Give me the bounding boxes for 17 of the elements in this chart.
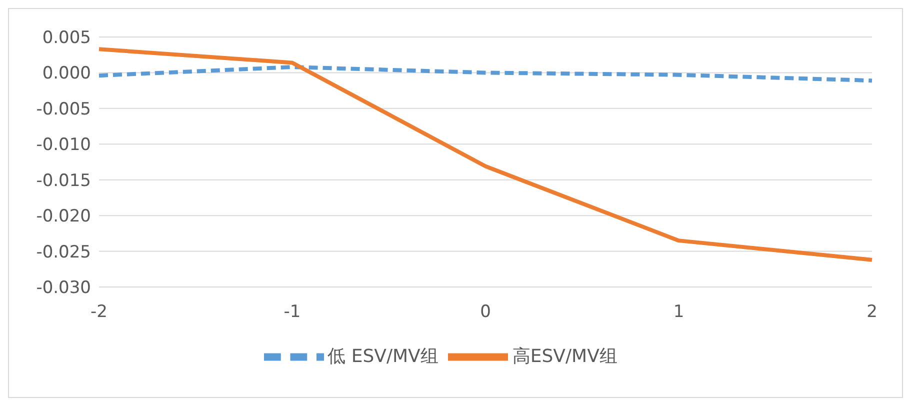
- legend-label: 低 ESV/MV组: [328, 346, 438, 367]
- y-tick-label: -0.005: [36, 99, 91, 120]
- y-tick-label: -0.015: [36, 170, 91, 191]
- y-tick-label: -0.020: [36, 206, 91, 227]
- x-tick-label: -2: [90, 302, 108, 322]
- y-tick-label: 0.000: [42, 64, 91, 84]
- y-tick-label: -0.010: [36, 135, 91, 156]
- x-tick-label: -1: [284, 302, 301, 322]
- legend-label: 高ESV/MV组: [512, 346, 618, 367]
- y-tick-label: -0.025: [36, 242, 91, 262]
- x-tick-label: 1: [673, 302, 684, 322]
- y-tick-label: -0.030: [36, 278, 91, 298]
- line-series: [97, 47, 874, 262]
- y-tick-label: 0.005: [42, 28, 91, 48]
- line-series: [97, 65, 874, 83]
- x-tick-label: 0: [480, 302, 491, 322]
- x-tick-label: 2: [866, 302, 878, 322]
